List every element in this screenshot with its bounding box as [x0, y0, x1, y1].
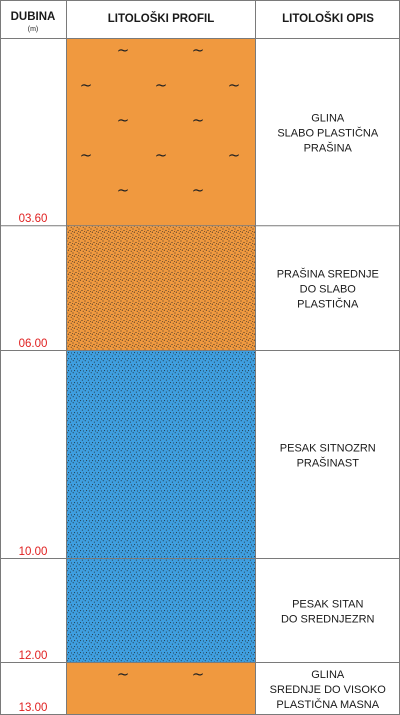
layer-3-description-line: PESAK SITNOZRN	[280, 443, 376, 455]
layer-5-fill	[66, 663, 256, 715]
layer-1-fill	[66, 39, 256, 227]
clay-symbol: ~	[80, 76, 93, 94]
clay-symbol: ~	[117, 111, 130, 129]
layer-5-description-line: SREDNJE DO VISOKO	[270, 684, 387, 696]
clay-symbol: ~	[155, 76, 168, 94]
layer-5-depth-label: 13.00	[19, 702, 48, 714]
clay-symbol: ~	[155, 146, 168, 164]
layer-2-description-line: DO SLABO	[300, 284, 357, 296]
layer-3-fill	[66, 351, 256, 559]
clay-symbol: ~	[192, 41, 205, 59]
clay-symbol: ~	[228, 146, 241, 164]
depth-column-header: DUBINA	[11, 11, 56, 23]
layer-1-description-line: PRAŠINA	[304, 142, 353, 155]
clay-symbol: ~	[80, 146, 93, 164]
layer-3-depth-label: 10.00	[19, 546, 48, 558]
description-column-header: LITOLOŠKI OPIS	[282, 12, 374, 25]
layer-1-description-line: SLABO PLASTIČNA	[277, 127, 379, 140]
clay-symbol: ~	[192, 665, 205, 683]
clay-symbol: ~	[117, 181, 130, 199]
clay-symbol: ~	[117, 665, 130, 683]
layer-2-depth-label: 06.00	[19, 338, 48, 350]
layer-5-clay-symbols: ~ ~	[117, 665, 205, 683]
profile-column-header: LITOLOŠKI PROFIL	[108, 12, 214, 25]
clay-symbol: ~	[117, 41, 130, 59]
layer-4-fill	[66, 559, 256, 663]
layer-2-fill	[66, 226, 256, 351]
layer-1-depth-label: 03.60	[19, 213, 48, 225]
layer-4-description-line: DO SREDNJEZRN	[281, 614, 375, 626]
clay-symbol: ~	[192, 181, 205, 199]
clay-symbol: ~	[228, 76, 241, 94]
depth-unit-label: (m)	[28, 26, 39, 33]
clay-symbol: ~	[192, 111, 205, 129]
layer-4-description-line: PESAK SITAN	[292, 599, 363, 611]
layer-2-description-line: PRAŠINA SREDNJE	[277, 268, 379, 281]
layer-1-description-line: GLINA	[311, 113, 345, 125]
layer-5-description-line: GLINA	[311, 669, 345, 681]
layer-1-clay-symbols: ~ ~ ~ ~ ~ ~ ~ ~ ~ ~ ~ ~	[80, 41, 241, 199]
layer-2-description-line: PLASTIČNA	[297, 298, 359, 311]
layer-4-depth-label: 12.00	[19, 650, 48, 662]
layer-5-description-line: PLASTIČNA MASNA	[276, 698, 379, 711]
layer-3-description-line: PRAŠINAST	[297, 457, 360, 470]
